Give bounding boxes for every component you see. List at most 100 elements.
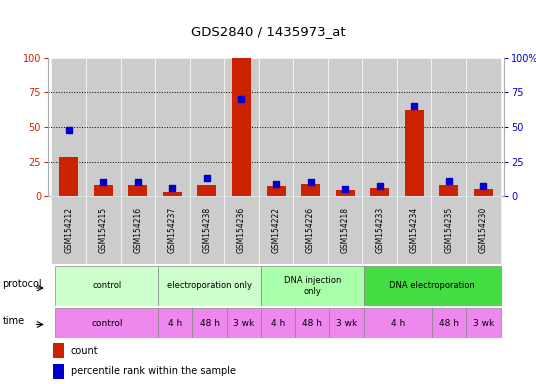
Text: GSM154237: GSM154237 [168,207,177,253]
Point [410,103,419,109]
Bar [190,58,224,196]
Bar [232,58,251,196]
Text: electroporation only: electroporation only [167,281,252,291]
Bar [53,364,64,379]
Bar [197,185,217,196]
Bar [158,266,261,306]
Text: GSM154215: GSM154215 [99,207,108,253]
Bar [86,58,121,196]
Bar [474,189,493,196]
Bar [192,308,227,338]
Point [479,183,488,189]
Bar [158,308,192,338]
Bar [362,58,397,196]
Bar [55,308,158,338]
Text: 48 h: 48 h [439,318,459,328]
Bar [431,196,466,264]
Bar [363,308,432,338]
Bar [328,196,362,264]
Bar [259,196,293,264]
Bar [431,58,466,196]
Bar [301,184,320,196]
Text: 3 wk: 3 wk [473,318,494,328]
Bar [155,196,190,264]
Bar [227,308,261,338]
Bar [266,186,286,196]
Bar [336,190,355,196]
Bar [163,192,182,196]
Text: 4 h: 4 h [391,318,405,328]
Text: control: control [92,281,122,291]
Point [168,185,177,191]
Text: protocol: protocol [3,279,42,289]
Point [444,178,453,184]
Bar [328,58,362,196]
Bar [94,185,113,196]
Text: control: control [91,318,123,328]
Bar [466,308,501,338]
Bar [293,58,328,196]
Bar [190,196,224,264]
Bar [155,58,190,196]
Bar [293,196,328,264]
Bar [59,157,78,196]
Bar [466,196,501,264]
Bar [261,308,295,338]
Bar [259,58,293,196]
Point [306,179,315,185]
Text: 4 h: 4 h [271,318,285,328]
Point [237,96,245,103]
Text: 4 h: 4 h [168,318,182,328]
Bar [466,58,501,196]
Bar [55,266,158,306]
Text: 48 h: 48 h [302,318,322,328]
Bar [363,266,501,306]
Point [272,180,280,187]
Text: DNA electroporation: DNA electroporation [389,281,475,291]
Text: 3 wk: 3 wk [336,318,357,328]
Bar [224,196,259,264]
Text: GSM154235: GSM154235 [444,207,453,253]
Point [375,183,384,189]
Text: percentile rank within the sample: percentile rank within the sample [71,366,236,376]
Text: GSM154222: GSM154222 [272,207,280,253]
Bar [397,58,431,196]
Text: GSM154226: GSM154226 [306,207,315,253]
Bar [405,111,423,196]
Bar [295,308,329,338]
Point [341,186,349,192]
Text: time: time [3,316,25,326]
Text: GSM154234: GSM154234 [410,207,419,253]
Bar [370,188,389,196]
Point [203,175,211,181]
Text: GDS2840 / 1435973_at: GDS2840 / 1435973_at [191,25,345,38]
Point [99,179,108,185]
Text: GSM154212: GSM154212 [64,207,73,253]
Text: DNA injection
only: DNA injection only [284,276,341,296]
Bar [224,58,259,196]
Text: GSM154238: GSM154238 [203,207,211,253]
Bar [432,308,466,338]
Bar [121,196,155,264]
Bar [261,266,363,306]
Text: GSM154233: GSM154233 [375,207,384,253]
Text: GSM154218: GSM154218 [340,207,349,253]
Bar [439,185,458,196]
Point [133,179,142,185]
Bar [51,58,86,196]
Bar [128,185,147,196]
Text: GSM154230: GSM154230 [479,207,488,253]
Text: count: count [71,346,98,356]
Bar [53,343,64,358]
Text: 48 h: 48 h [199,318,220,328]
Text: GSM154216: GSM154216 [133,207,143,253]
Bar [329,308,363,338]
Bar [121,58,155,196]
Point [64,127,73,133]
Bar [86,196,121,264]
Text: 3 wk: 3 wk [233,318,255,328]
Bar [51,196,86,264]
Text: GSM154236: GSM154236 [237,207,246,253]
Bar [397,196,431,264]
Bar [362,196,397,264]
